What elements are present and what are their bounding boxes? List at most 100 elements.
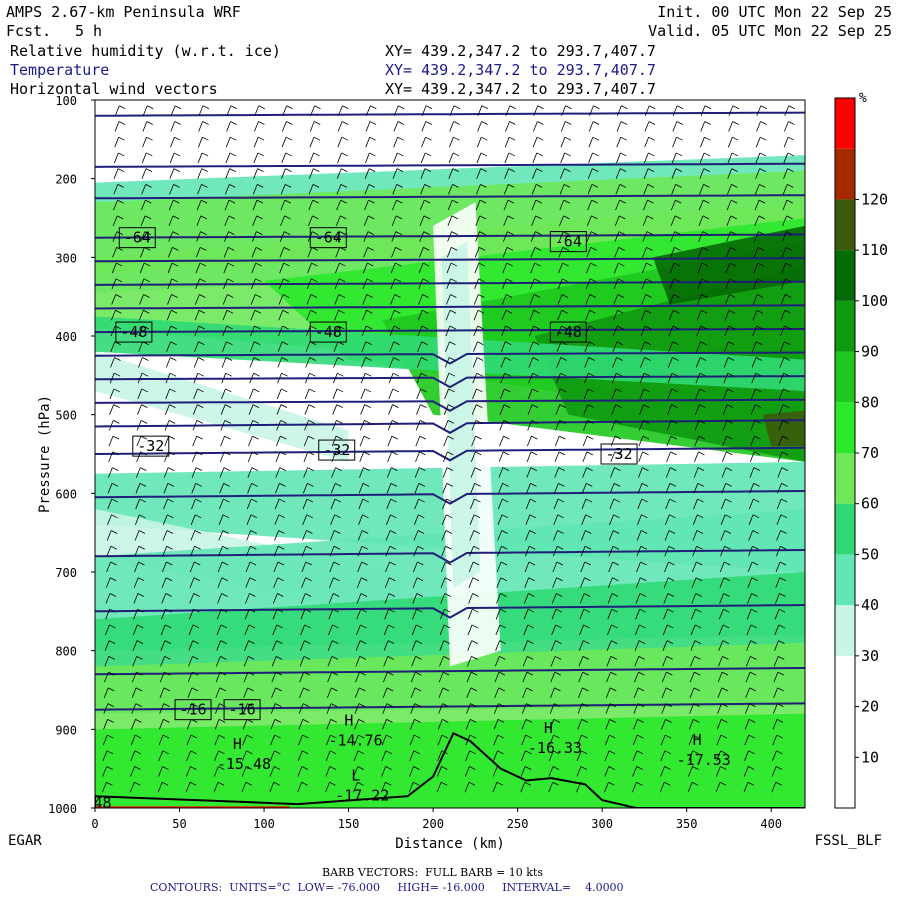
wind-barb-flag [449,341,456,346]
wind-barb-shaft [419,247,424,258]
temp-label: -48 [315,323,342,341]
contour-note: CONTOURS: UNITS=°C LOW= -76.000 HIGH= -1… [150,881,624,894]
wind-barb-flag [562,262,569,267]
wind-barb-shaft [333,341,339,352]
wind-barb-flag [142,325,150,330]
wind-barb-flag [500,577,507,582]
wind-barb-flag [385,766,392,770]
extremum-mark: H [344,711,353,729]
wind-barb-flag [553,703,561,707]
wind-barb-shaft [500,388,505,400]
wind-barb-flag [532,388,539,393]
wind-barb-shaft [642,215,648,227]
wind-barb-flag [220,624,228,629]
wind-barb-shaft [578,640,584,651]
wind-barb-shaft [587,168,593,179]
wind-barb-shaft [191,451,197,463]
wind-barb-flag [671,388,678,393]
wind-barb-shaft [254,121,259,132]
wind-barb-shaft [527,435,532,447]
wind-barb-flag [727,388,734,393]
wind-barb-flag [776,718,784,723]
wind-barb-shaft [161,577,167,588]
wind-barb-shaft [168,247,173,258]
wind-barb-shaft [632,750,638,761]
wind-barb-shaft [297,766,303,777]
wind-barb-shaft [270,703,276,714]
wind-barb-shaft [224,199,230,211]
wind-barb-shaft [335,247,341,258]
wind-barb-flag [697,498,704,503]
wind-barb-flag [695,608,702,613]
wind-barb-flag [116,231,124,235]
wind-barb-shaft [557,310,563,321]
wind-barb-flag [639,608,646,613]
colorbar-tick-label: 60 [861,495,879,513]
wind-barb-shaft [554,483,559,494]
wind-barb-shaft [525,530,530,541]
wind-barb-flag [470,671,478,676]
wind-barb-flag [721,687,729,692]
wind-barb-flag [536,152,543,157]
wind-barb-shaft [754,184,760,195]
wind-barb-flag [364,404,371,409]
wind-barb-shaft [213,782,219,793]
wind-barb-flag [422,294,429,298]
isotherm-15 [95,604,805,619]
wind-barb-shaft [637,483,643,494]
wind-barb-flag [608,766,615,770]
wind-barb-flag [589,309,596,314]
wind-barb-shaft [472,357,478,368]
wind-barb-flag [637,703,645,707]
wind-barb-flag [699,388,706,393]
wind-barb-shaft [353,750,359,761]
wind-barb-flag [507,231,514,235]
wind-barb-shaft [520,782,526,793]
wind-barb-flag [279,482,286,487]
wind-barb-flag [584,577,591,582]
wind-barb-shaft [335,262,340,274]
wind-barb-flag [752,530,759,534]
wind-barb-flag [500,561,508,566]
wind-barb-shaft [549,703,555,714]
wind-barb-shaft [782,199,788,211]
wind-barb-flag [696,530,704,534]
wind-barb-flag [228,215,235,220]
wind-barb-flag [359,656,367,660]
wind-barb-flag [197,388,204,393]
wind-barb-shaft [441,514,447,525]
wind-barb-shaft [157,782,163,793]
wind-barb-shaft [129,782,135,793]
wind-barb-flag [224,404,232,409]
wind-barb-flag [760,121,767,125]
wind-barb-flag [108,656,115,660]
wind-barb-flag [565,105,572,110]
wind-barb-shaft [111,310,116,321]
wind-barb-shaft [330,483,336,494]
wind-barb-shaft [585,294,591,305]
wind-barb-shaft [364,184,370,195]
wind-barb-shaft [783,168,788,179]
wind-barb-shaft [666,420,672,431]
wind-barb-shaft [469,546,474,557]
wind-barb-shaft [245,546,251,557]
wind-barb-shaft [634,624,640,636]
wind-barb-shaft [363,215,369,227]
wind-barb-shaft [632,766,638,777]
wind-barb-shaft [418,294,423,305]
wind-barb-flag [620,152,627,157]
rh-high-strip [95,806,290,808]
wind-barb-flag [505,341,512,346]
wind-barb-shaft [551,593,557,604]
wind-barb-shaft [555,388,561,400]
wind-barb-flag [174,121,181,125]
wind-barb-shaft [138,341,144,352]
wind-barb-shaft [720,514,726,525]
wind-barb-flag [564,136,572,141]
wind-barb-shaft [579,624,584,636]
wind-barb-shaft [665,498,671,510]
wind-barb-shaft [384,593,390,604]
wind-barb-shaft [109,373,115,384]
wind-barb-flag [556,545,564,550]
wind-barb-shaft [217,593,222,604]
